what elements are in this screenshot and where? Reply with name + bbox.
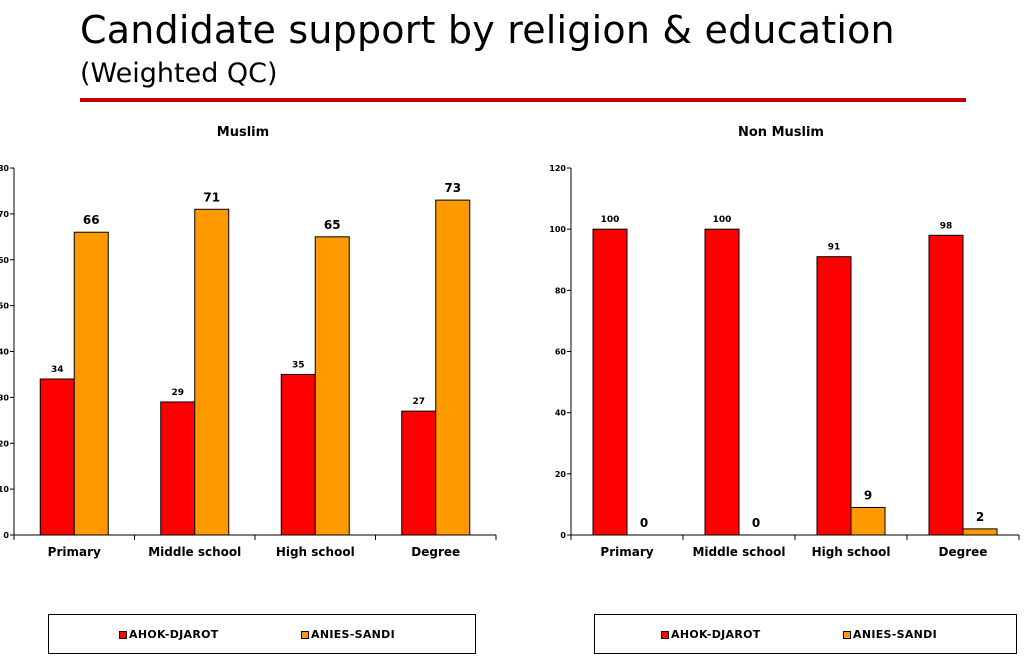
bar-ahok-djarot-primary (39, 378, 75, 536)
y-tick-label: 60 (555, 348, 567, 357)
bar-ahok-djarot-high-school (816, 256, 852, 536)
page-title: Candidate support by religion & educatio… (80, 8, 895, 52)
bar-anies-sandi-degree (962, 528, 998, 536)
data-label-anies-sandi-degree: 73 (444, 181, 461, 195)
title-underline (80, 98, 966, 102)
x-tick-label-degree: Degree (939, 545, 988, 559)
y-tick-label: 40 (0, 348, 9, 357)
legend-swatch-anies (843, 630, 851, 639)
bar-ahok-djarot-primary (592, 228, 628, 536)
legend-item-ahok: AHOK-DJAROT (119, 628, 219, 641)
x-tick-label-primary: Primary (48, 545, 101, 559)
y-tick-label: 30 (0, 393, 9, 402)
data-label-anies-sandi-primary: 66 (83, 213, 100, 227)
data-label-ahok-djarot-high-school: 35 (292, 360, 305, 370)
y-tick-label: 40 (555, 409, 567, 418)
bar-ahok-djarot-degree (928, 234, 964, 536)
page-subtitle: (Weighted QC) (80, 58, 278, 89)
bar-ahok-djarot-degree (401, 410, 437, 536)
chart-title: Muslim (217, 125, 269, 140)
legend-label-anies: ANIES-SANDI (311, 628, 395, 641)
y-tick-label: 20 (0, 439, 9, 448)
bar-anies-sandi-high-school (850, 506, 886, 536)
y-tick-label: 10 (0, 485, 9, 494)
legend-label-ahok: AHOK-DJAROT (671, 628, 761, 641)
y-tick-label: 100 (549, 225, 566, 234)
data-label-ahok-djarot-high-school: 91 (828, 243, 841, 253)
bar-anies-sandi-middle-school (194, 208, 230, 536)
data-label-anies-sandi-high-school: 65 (324, 218, 341, 232)
bar-anies-sandi-high-school (314, 236, 350, 536)
data-label-ahok-djarot-primary: 34 (51, 365, 64, 375)
bar-anies-sandi-primary (73, 231, 109, 536)
legend-swatch-ahok (119, 630, 127, 639)
bar-ahok-djarot-middle-school (160, 401, 196, 536)
data-label-ahok-djarot-degree: 27 (412, 397, 425, 407)
legend-item-ahok: AHOK-DJAROT (661, 628, 761, 641)
bar-ahok-djarot-high-school (280, 373, 316, 536)
legend-label-anies: ANIES-SANDI (853, 628, 937, 641)
muslim-legend: AHOK-DJAROT ANIES-SANDI (48, 614, 476, 654)
data-label-ahok-djarot-middle-school: 29 (171, 388, 184, 398)
y-tick-label: 80 (555, 286, 567, 295)
x-tick-label-degree: Degree (411, 545, 460, 559)
y-tick-label: 50 (0, 302, 9, 311)
data-label-anies-sandi-middle-school: 0 (752, 516, 760, 530)
x-tick-label-high-school: High school (276, 545, 355, 559)
y-tick-label: 70 (0, 210, 9, 219)
x-tick-label-primary: Primary (600, 545, 653, 559)
y-tick-label: 0 (3, 531, 9, 540)
legend-item-anies: ANIES-SANDI (843, 628, 937, 641)
data-label-anies-sandi-high-school: 9 (864, 488, 872, 502)
y-tick-label: 120 (549, 164, 566, 173)
bar-ahok-djarot-middle-school (704, 228, 740, 536)
non-muslim-legend: AHOK-DJAROT ANIES-SANDI (594, 614, 1017, 654)
chart-title: Non Muslim (738, 125, 824, 140)
x-tick-label-middle-school: Middle school (148, 545, 241, 559)
data-label-anies-sandi-middle-school: 71 (203, 190, 220, 204)
y-tick-label: 20 (555, 470, 567, 479)
y-tick-label: 0 (560, 531, 566, 540)
data-label-ahok-djarot-middle-school: 100 (713, 215, 732, 225)
x-tick-label-middle-school: Middle school (692, 545, 785, 559)
data-label-ahok-djarot-degree: 98 (940, 221, 953, 231)
y-tick-label: 60 (0, 256, 9, 265)
y-tick-label: 80 (0, 164, 9, 173)
data-label-anies-sandi-primary: 0 (640, 516, 648, 530)
data-label-anies-sandi-degree: 2 (976, 510, 984, 524)
bar-anies-sandi-degree (435, 199, 471, 536)
legend-item-anies: ANIES-SANDI (301, 628, 395, 641)
data-label-ahok-djarot-primary: 100 (601, 215, 620, 225)
legend-swatch-anies (301, 630, 309, 639)
legend-label-ahok: AHOK-DJAROT (129, 628, 219, 641)
x-tick-label-high-school: High school (812, 545, 891, 559)
legend-swatch-ahok (661, 630, 669, 639)
